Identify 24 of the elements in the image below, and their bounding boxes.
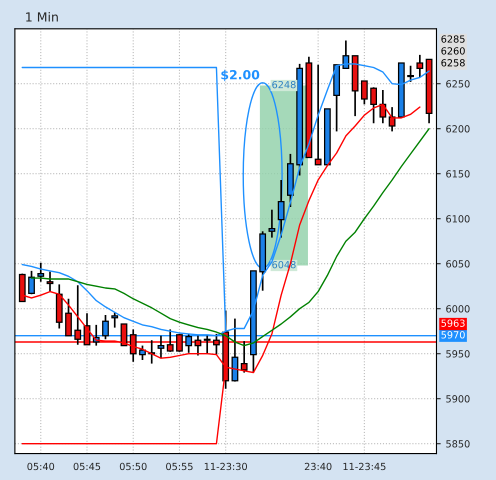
x-tick-label: 05:55 [166,462,193,470]
y-tick-label: 6100 [446,215,470,223]
ref-line-label: 5963 [441,319,465,327]
annotation: 6248 [272,80,296,88]
y-tick-label: 6050 [446,260,470,268]
chart-title: 1 Min [26,12,58,22]
y-tick-label: 6250 [446,80,470,88]
text: 6260 [441,47,465,55]
x-tick-label: 05:40 [27,462,54,470]
y-tick-label: 6150 [446,170,470,178]
y-tick-label: 5850 [446,440,470,448]
x-tick-label: 05:45 [74,462,100,470]
ref-line-label: 5970 [441,331,465,339]
y-tick-label: 6200 [446,125,470,133]
x-tick-label: 23:40 [304,462,332,470]
y-tick-label: 6000 [446,305,470,313]
text: 6258 [441,59,465,66]
y-tick-label: 5950 [446,350,470,358]
band-label: $2.00 [221,70,260,82]
x-tick-label: 11-23:30 [204,462,247,470]
text: 6285 [441,35,465,43]
y-tick-label: 5900 [446,395,470,403]
x-tick-label: 05:50 [120,462,147,470]
x-tick-label: 11-23:45 [343,462,386,470]
